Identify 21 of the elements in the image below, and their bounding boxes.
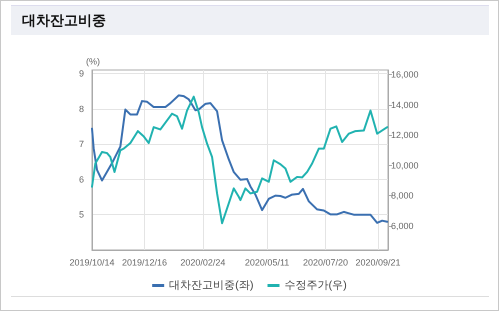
x-tick-label: 2019/12/16 (122, 258, 168, 268)
x-tick-label: 2020/02/24 (180, 258, 226, 268)
x-tick-label: 2020/07/20 (302, 258, 348, 268)
x-tick-label: 2020/05/11 (244, 258, 290, 268)
y-tick-label: 8 (78, 104, 84, 114)
y-tick-label: 5 (78, 210, 84, 220)
y-axis-title: (%) (86, 56, 100, 66)
y2-tick-label: 8,000 (391, 190, 414, 201)
legend-label: 수정주가(우) (284, 280, 347, 292)
y2-tick-label: 14,000 (391, 100, 419, 110)
y2-tick-label: 12,000 (391, 130, 419, 140)
x-tick-label: 2020/09/21 (355, 258, 401, 268)
y2-tick-label: 10,000 (391, 160, 419, 170)
x-tick-label: 2019/10/14 (69, 258, 115, 268)
legend-label: 대차잔고비중(좌) (169, 280, 254, 292)
y-tick-label: 7 (78, 139, 84, 150)
chart-title: 대차잔고비중 (22, 12, 106, 30)
y2-tick-label: 16,000 (391, 70, 419, 80)
y-tick-label: 9 (78, 68, 84, 79)
y-tick-label: 6 (78, 174, 84, 184)
y2-tick-label: 6,000 (391, 220, 414, 231)
